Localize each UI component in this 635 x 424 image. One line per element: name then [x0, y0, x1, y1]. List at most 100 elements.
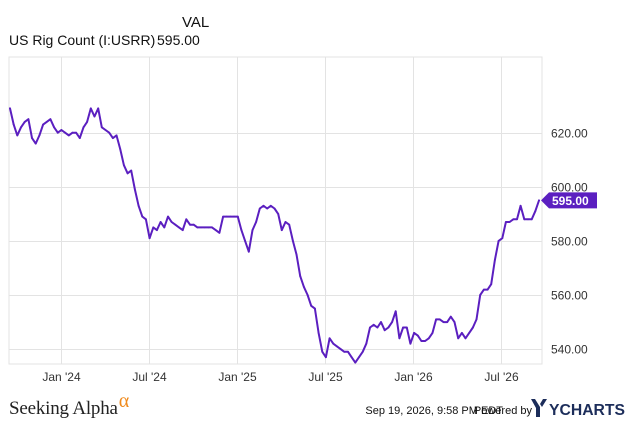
data-point [519, 204, 522, 207]
x-tick-label: Jul '25 [308, 370, 343, 384]
data-point [361, 350, 364, 353]
data-point [468, 332, 471, 334]
data-point [347, 350, 349, 353]
data-point [369, 326, 371, 329]
data-point [156, 229, 158, 232]
data-point [424, 340, 426, 342]
powered-by-label: Powered by [473, 405, 532, 417]
data-point [442, 321, 445, 323]
data-point [134, 188, 136, 191]
data-point [530, 218, 533, 221]
data-point [207, 226, 210, 229]
data-point [512, 218, 515, 221]
legend-series-value: 595.00 [157, 32, 200, 48]
data-point [258, 207, 261, 210]
data-point [115, 134, 118, 137]
data-point [288, 223, 291, 226]
data-point [196, 226, 199, 229]
data-point [405, 326, 408, 329]
data-point [126, 172, 129, 175]
data-point [104, 129, 107, 131]
data-point [292, 240, 294, 242]
y-axis: 540.00 560.00 580.00 600.00 620.00 [551, 127, 588, 357]
data-point [56, 131, 59, 134]
data-point [222, 215, 225, 218]
data-point [82, 126, 85, 129]
data-point [108, 131, 111, 134]
data-point [123, 164, 125, 167]
data-point [93, 115, 96, 118]
data-point [78, 137, 81, 140]
data-point [303, 286, 305, 288]
data-point [100, 126, 103, 129]
data-point [332, 342, 335, 345]
data-point [130, 169, 133, 172]
data-point [152, 226, 155, 229]
data-point [483, 288, 485, 291]
data-point [31, 137, 33, 140]
data-point [174, 223, 177, 226]
x-tick-label: Jan '24 [42, 370, 81, 384]
y-tick-label: 540.00 [551, 343, 588, 357]
data-point [266, 207, 269, 210]
data-point [240, 229, 243, 232]
data-point [185, 218, 188, 221]
data-point [299, 275, 302, 277]
data-point [354, 361, 357, 364]
data-point [350, 356, 353, 359]
data-point [163, 226, 166, 229]
data-point [527, 218, 529, 221]
data-point [218, 231, 221, 234]
data-point [317, 332, 320, 334]
data-point [45, 121, 48, 123]
data-point [486, 288, 489, 291]
data-point [38, 134, 41, 137]
data-point [86, 121, 88, 123]
data-point [145, 218, 147, 221]
data-point [420, 340, 423, 342]
y-tick-label: 620.00 [551, 127, 588, 141]
data-point [398, 337, 401, 340]
data-point [413, 332, 415, 334]
data-point [119, 148, 122, 150]
last-value-badge [541, 192, 597, 209]
ycharts-logo[interactable]: YCHARTS [531, 398, 627, 418]
data-point [141, 215, 144, 218]
data-point [453, 321, 456, 323]
seeking-alpha-logo[interactable]: Seeking Alphaα [9, 390, 129, 420]
data-point [306, 294, 309, 296]
data-point [446, 321, 449, 323]
ycharts-mark-icon [531, 399, 547, 417]
data-point [262, 204, 265, 207]
line-chart[interactable]: 540.00 560.00 580.00 600.00 620.00 Jan '24 Ju… [0, 0, 635, 388]
data-point [280, 229, 283, 232]
data-point [402, 326, 404, 329]
data-point [233, 215, 236, 218]
data-point [508, 221, 511, 223]
data-point [534, 210, 537, 213]
data-point [112, 137, 114, 140]
data-point [225, 215, 228, 218]
series-layer [9, 107, 540, 364]
data-point [431, 332, 434, 334]
data-point [137, 204, 140, 207]
last-value-label: 595.00 [552, 194, 589, 208]
data-point [464, 337, 467, 340]
data-point [505, 221, 507, 223]
data-point [159, 221, 162, 223]
data-point [20, 126, 22, 129]
data-point [479, 294, 482, 296]
data-point [148, 237, 151, 240]
ycharts-wordmark: YCHARTS [549, 402, 625, 418]
data-point [97, 107, 100, 110]
legend-series-name[interactable]: US Rig Count (I:USRR) [9, 32, 156, 48]
timestamp: Sep 19, 2026, 9:58 PM EDT [365, 405, 503, 417]
data-point [53, 126, 55, 129]
data-point [475, 318, 478, 321]
data-point [472, 326, 474, 329]
data-point [321, 350, 324, 353]
data-point [64, 131, 66, 134]
data-point [211, 226, 213, 229]
series-line [9, 107, 540, 364]
data-point [376, 326, 379, 329]
